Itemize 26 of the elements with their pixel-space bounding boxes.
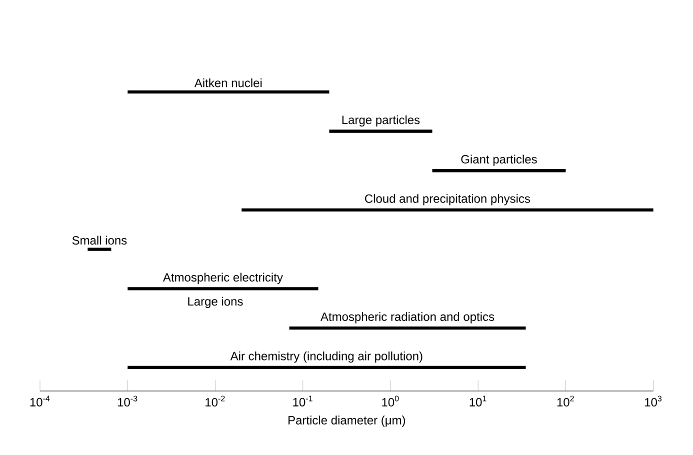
x-tick-label: 10$^{-2}$	[206, 396, 225, 407]
y-tick-label: Cloud and precipitation physics	[365, 194, 530, 206]
x-tick-label: 10$^{0}$	[382, 396, 399, 407]
bar	[432, 169, 566, 172]
y-tick-label: Atmospheric radiation and optics	[320, 312, 494, 324]
y-tick-label: Giant particles	[461, 154, 537, 166]
x-axis-title: Particle diameter (μm)	[288, 416, 406, 427]
x-tick-label: 10$^{-3}$	[118, 396, 138, 407]
y-tick-label: Air chemistry (including air pollution)	[230, 351, 422, 363]
y-tick-label: Atmospheric electricity	[162, 272, 283, 284]
bar	[289, 326, 526, 330]
bar	[128, 90, 330, 94]
bar	[128, 287, 318, 290]
x-tick-label: 10$^{2}$	[557, 396, 574, 407]
annotation: Large ions	[188, 296, 243, 308]
x-tick-label: 10$^{3}$	[645, 396, 662, 407]
bar	[242, 208, 654, 212]
y-tick-label: Aitken nuclei	[194, 78, 262, 88]
bar	[88, 248, 112, 251]
y-tick-label: Small ions	[72, 236, 127, 245]
y-tick-label: Large particles	[342, 115, 420, 127]
bar	[128, 366, 526, 369]
bar	[329, 130, 432, 133]
x-tick-label: 10$^{-4}$	[30, 396, 50, 406]
x-tick-label: 10$^{-1}$	[293, 396, 312, 406]
x-tick-label: 10$^{1}$	[470, 396, 486, 406]
